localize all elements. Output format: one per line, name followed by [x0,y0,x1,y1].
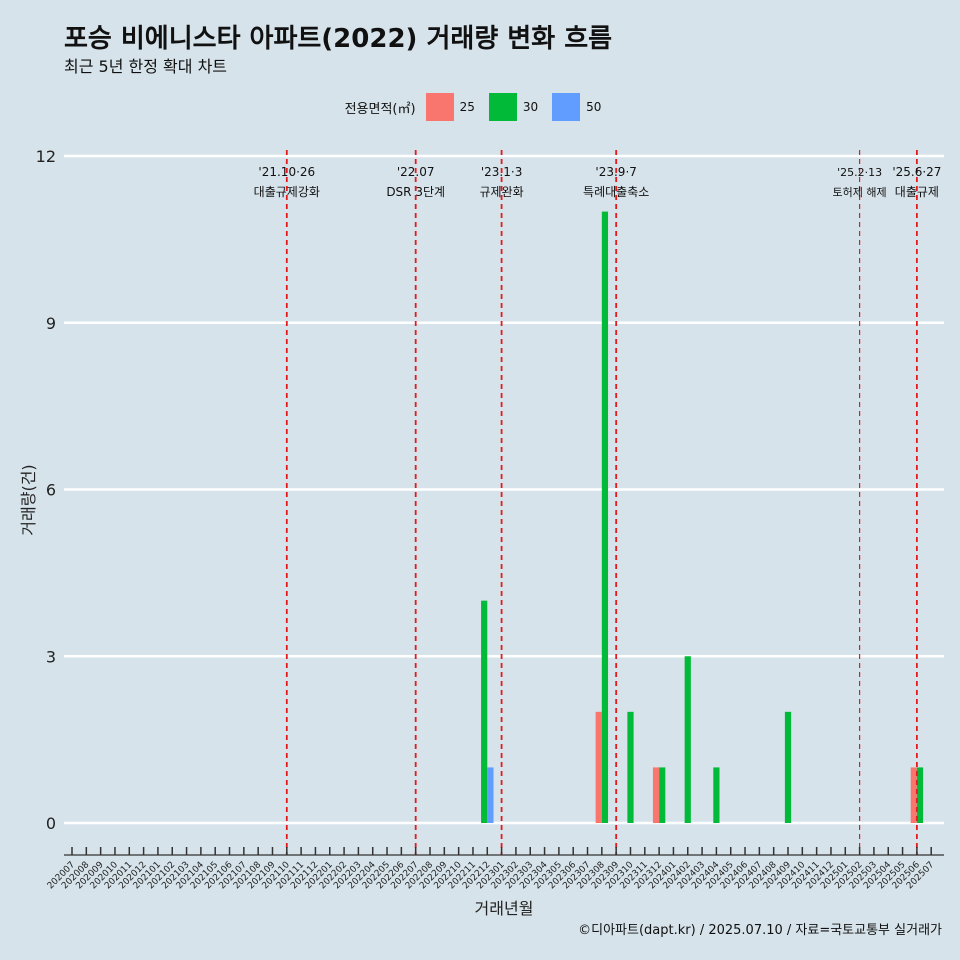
event-date-label: '23.9·7 [595,165,636,179]
bar-25-202506 [910,767,917,823]
event-name-label: 토허제 해제 [833,185,887,199]
event-date-label: '22.07 [397,165,435,179]
chart-legend: 전용면적(㎡) 25 30 50 [0,92,960,122]
event-date-label: '25.2·13 [837,166,882,179]
legend-swatch-30 [488,93,517,121]
event-name-label: 규제완화 [480,185,524,199]
legend-swatch-50 [552,93,581,121]
legend-swatch-25 [425,93,454,121]
legend-item-30: 30 [488,93,544,121]
bar-50-202212 [487,767,494,823]
bar-30-202308 [601,211,609,824]
event-name-label: 대출규제강화 [254,185,320,199]
bar-30-202404 [713,767,720,823]
x-axis-title: 거래년월 [475,899,534,918]
chart-subtitle: 최근 5년 한정 확대 차트 [64,57,228,76]
event-date-label: '21.10·26 [258,165,315,179]
chart-title: 포승 비에니스타 아파트(2022) 거래량 변화 흐름 [64,24,613,54]
bar-30-202212 [481,600,488,823]
legend-label-25: 25 [459,100,475,114]
bar-30-202312 [659,767,666,823]
legend-label-50: 50 [586,100,602,114]
legend-label-30: 30 [522,100,539,114]
y-tick-label: 12 [36,147,56,166]
y-axis-title: 거래량(건) [19,464,38,535]
y-tick-label: 9 [46,314,56,333]
source-caption: ©디아파트(dapt.kr) / 2025.07.10 / 자료=국토교통부 실… [578,923,942,938]
y-tick-label: 3 [46,647,56,666]
legend-title: 전용면적(㎡) [344,101,416,117]
event-name-label: 특례대출축소 [583,185,649,199]
bar-30-202402 [684,656,691,823]
y-tick-label: 0 [46,814,56,833]
bar-30-202310 [627,711,634,823]
event-date-label: '23.1·3 [481,165,522,179]
y-tick-label: 6 [46,481,56,500]
event-name-label: 대출규제 [895,185,939,199]
bar-30-202409 [784,711,792,823]
bar-25-202312 [652,767,660,823]
bar-30-202506 [916,767,924,823]
legend-item-50: 50 [552,93,607,121]
legend-item-25: 25 [425,93,481,121]
bar-25-202308 [595,711,602,823]
event-date-label: '25.6·27 [892,165,941,179]
event-name-label: DSR 3단계 [386,185,445,199]
